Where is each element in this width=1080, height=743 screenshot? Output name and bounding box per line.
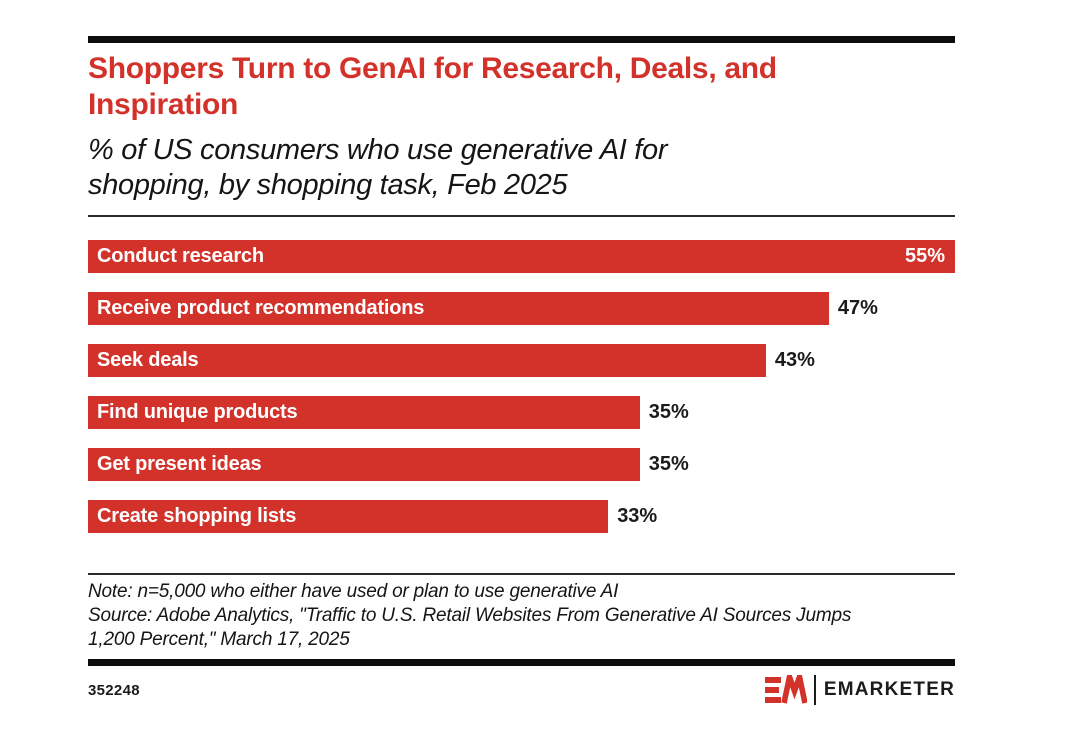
- source-line-2: 1,200 Percent," March 17, 2025: [88, 629, 350, 650]
- bar-category-label: Find unique products: [97, 401, 298, 423]
- bar-row: Get present ideas 35%: [88, 448, 955, 481]
- bar: Find unique products: [88, 396, 640, 429]
- bar-value-label: 43%: [774, 349, 815, 371]
- chart-content: Shoppers Turn to GenAI for Research, Dea…: [88, 36, 955, 705]
- bar-category-label: Conduct research: [97, 245, 264, 267]
- title-line-2: Inspiration: [88, 88, 239, 121]
- chart-subtitle: % of US consumers who use generative AI …: [88, 133, 955, 203]
- note-rule: [88, 573, 955, 575]
- top-rule: [88, 36, 955, 43]
- title-line-1: Shoppers Turn to GenAI for Research, Dea…: [88, 52, 777, 85]
- bar-value-label: 55%: [904, 245, 945, 267]
- bar-category-label: Receive product recommendations: [97, 297, 425, 319]
- brand-name: EMARKETER: [823, 679, 955, 700]
- chart-id: 352248: [88, 681, 140, 699]
- bar-category-label: Create shopping lists: [97, 505, 297, 527]
- bar-value-label: 35%: [648, 453, 689, 475]
- bar-value-label: 33%: [617, 505, 658, 527]
- emarketer-logo: EMARKETER: [764, 675, 955, 705]
- em-logo-icon: [764, 675, 807, 704]
- bar-category-label: Get present ideas: [97, 453, 262, 475]
- bar-chart: Conduct research 55% Receive product recom…: [88, 240, 955, 533]
- bar-row: Receive product recommendations 47%: [88, 292, 955, 325]
- bar-value-label: 35%: [648, 401, 689, 423]
- bar: Conduct research 55%: [88, 240, 955, 273]
- bar: Receive product recommendations: [88, 292, 829, 325]
- bottom-rule: [88, 659, 955, 666]
- logo-divider: [813, 675, 816, 705]
- bar-row: Create shopping lists 33%: [88, 500, 955, 533]
- note-block: Note: n=5,000 who either have used or pl…: [88, 580, 955, 652]
- bar: Seek deals: [88, 344, 766, 377]
- subtitle-line-2: shopping, by shopping task, Feb 2025: [88, 169, 568, 201]
- bar-category-label: Seek deals: [97, 349, 199, 371]
- bar-row: Seek deals 43%: [88, 344, 955, 377]
- subtitle-line-1: % of US consumers who use generative AI …: [88, 134, 668, 166]
- footer: 352248 EMARKETER: [88, 675, 955, 705]
- bar-value-label: 47%: [837, 297, 878, 319]
- bar: Create shopping lists: [88, 500, 609, 533]
- bar-row: Find unique products 35%: [88, 396, 955, 429]
- bar-row: Conduct research 55%: [88, 240, 955, 273]
- note-line: Note: n=5,000 who either have used or pl…: [88, 581, 619, 602]
- subtitle-rule: [88, 215, 955, 217]
- bar: Get present ideas: [88, 448, 640, 481]
- page-title: Shoppers Turn to GenAI for Research, Dea…: [88, 51, 955, 123]
- source-line-1: Source: Adobe Analytics, "Traffic to U.S…: [88, 605, 852, 626]
